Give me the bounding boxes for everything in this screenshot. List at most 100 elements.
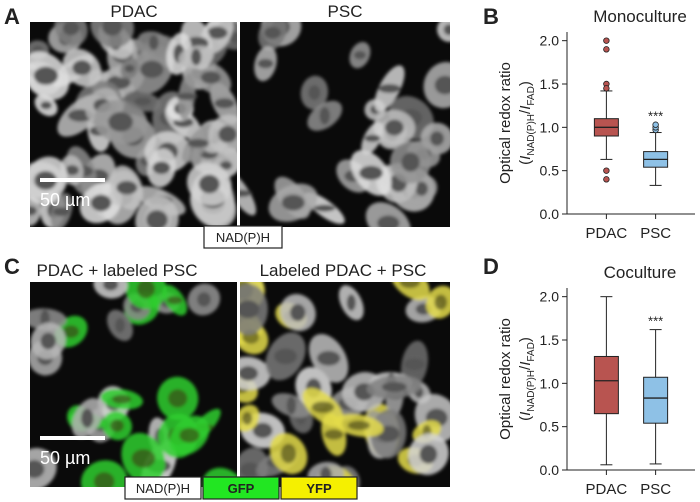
nucleus [319,106,331,125]
nucleus [286,396,297,415]
image-title: Labeled PDAC + PSC [260,261,427,280]
nucleus [434,294,448,310]
channel-box [124,476,202,500]
y-tick-label: 1.0 [540,119,560,135]
x-tick-label: PSC [640,225,671,242]
nucleus [311,401,335,414]
nucleus [148,35,159,51]
y-tick-label: 0.0 [540,462,560,478]
outlier [603,167,610,174]
y-axis-label-part: / [517,109,534,114]
micrograph [240,282,450,487]
y-axis-label-part: ( [517,416,534,421]
nucleus [264,26,281,39]
channel-label: NAD(P)H [136,481,190,496]
outlier [603,46,610,53]
channel-label: YFP [306,481,332,496]
cells [240,22,450,227]
nucleus [72,60,92,76]
nucleus [40,101,52,110]
nucleus [347,420,371,431]
y-axis-label-part: ( [517,160,534,165]
y-tick-label: 2.0 [540,33,560,49]
outlier [603,85,610,92]
nucleus [124,64,135,73]
y-axis-label-part: ) [517,81,534,86]
chart-title: Monoculture [593,7,687,26]
nucleus [364,134,381,143]
nucleus [429,131,445,146]
nucleus [93,471,115,487]
nucleus [240,462,261,478]
nucleus [137,282,156,299]
nucleus [324,429,344,440]
nucleus [434,75,450,95]
nucleus [403,358,426,371]
outlier [603,37,610,44]
nucleus [52,207,71,217]
nucleus [179,427,200,443]
significance: *** [648,109,663,124]
y-axis-label: (INAD(P)H/IFAD) [517,337,537,421]
nucleus [146,210,168,227]
nucleus [152,161,171,175]
channel-label: NAD(P)H [216,230,270,245]
y-axis-label-part: I [517,362,534,366]
y-axis-label: Optical redox ratio [497,318,514,440]
nucleus [196,291,211,307]
y-axis-label-part: I [517,106,534,110]
y-tick-label: 0.5 [540,419,560,435]
y-axis-label-part: FAD [526,86,537,105]
nucleus [108,112,133,132]
nucleus [30,459,45,479]
y-tick-label: 2.0 [540,289,560,305]
nucleus [112,394,132,404]
image-title: PDAC [110,2,157,21]
y-tick-label: 0.0 [540,206,560,222]
panel-letter: D [483,254,499,279]
nucleus [102,22,123,36]
box [593,355,619,415]
nucleus [415,181,428,196]
y-axis-label: (INAD(P)H/IFAD) [517,81,537,165]
nucleus [218,125,237,143]
y-tick-label: 0.5 [540,163,560,179]
nucleus [200,71,221,84]
nucleus [313,204,336,212]
y-tick-label: 1.5 [540,76,560,92]
x-tick-label: PSC [640,481,671,498]
nucleus [140,60,164,79]
nucleus [399,282,421,289]
nucleus [443,24,450,36]
nucleus [240,300,260,319]
nucleus [401,152,420,172]
y-axis-label-part: NAD(P)H [526,370,537,412]
nucleus [316,350,341,366]
nucleus [214,98,235,109]
nucleus [376,215,400,227]
significance: *** [648,314,663,329]
nucleus [198,174,220,194]
x-tick-label: PDAC [586,225,628,242]
nucleus [207,26,228,39]
nucleus [110,419,124,433]
outlier [652,121,659,128]
nucleus [90,194,112,212]
outlier [603,176,610,183]
nucleus [187,138,209,148]
y-axis-label-part: ) [517,337,534,342]
scale-bar-label: 50 µm [40,190,90,210]
nucleus [280,443,297,464]
nucleus [30,205,37,216]
x-tick-label: PDAC [586,481,628,498]
nucleus [252,422,273,439]
nucleus [134,96,152,106]
nucleus [257,58,274,69]
nucleus [378,83,402,94]
nucleus [65,165,79,176]
nucleus [62,22,80,36]
nucleus [81,408,94,428]
y-tick-label: 1.5 [540,332,560,348]
